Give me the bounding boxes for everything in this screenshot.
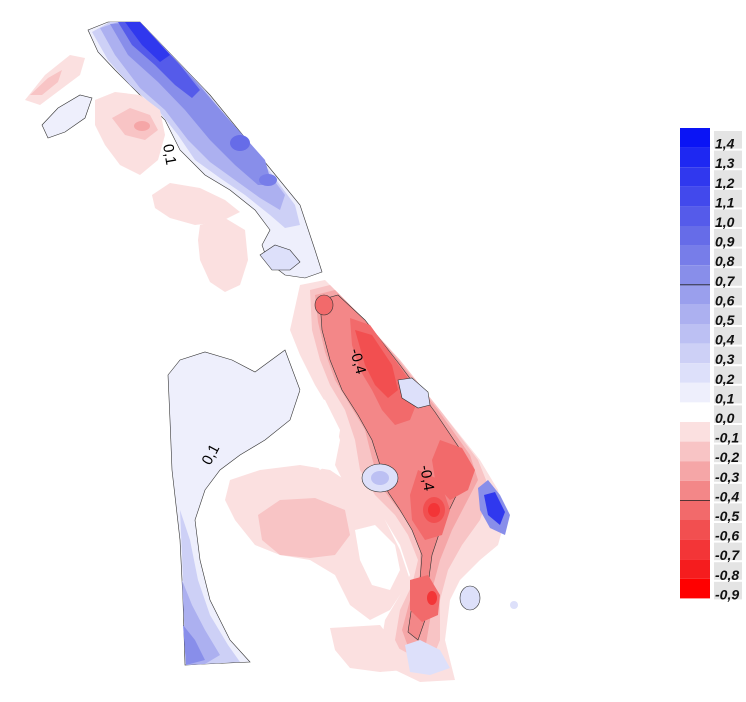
legend-swatch xyxy=(680,578,710,599)
legend-label-bg xyxy=(714,503,742,521)
blue-edge-band xyxy=(87,21,323,279)
legend-swatch xyxy=(680,304,710,324)
legend-label: -0,4 xyxy=(715,488,739,504)
legend-swatch xyxy=(680,206,710,226)
legend-label: 0,1 xyxy=(715,390,735,406)
legend-label-bg xyxy=(714,444,742,463)
legend-label-bg xyxy=(714,464,742,482)
legend-swatch xyxy=(680,559,710,579)
legend-label: -0,3 xyxy=(715,469,739,485)
legend-label-bg xyxy=(714,405,742,423)
legend-label: 1,3 xyxy=(715,155,735,171)
legend-swatch xyxy=(680,461,710,481)
legend-label: 0,9 xyxy=(715,234,735,250)
contour-label-1: 0,1 xyxy=(159,143,179,166)
legend-label-bg xyxy=(714,150,742,169)
legend-label: -0,5 xyxy=(715,508,739,524)
legend-label-bg xyxy=(714,170,742,188)
legend-label-bg xyxy=(714,562,742,580)
white-gaps xyxy=(300,390,400,590)
legend-label-bg xyxy=(714,425,742,443)
upper-left-features xyxy=(25,55,248,292)
legend-label: -0,9 xyxy=(715,586,739,602)
legend-swatch xyxy=(680,284,710,305)
legend-swatch xyxy=(680,245,710,266)
legend-swatch xyxy=(680,539,710,560)
legend-label-bg xyxy=(714,523,742,541)
legend-swatch xyxy=(680,422,710,442)
legend-label-bg xyxy=(714,268,742,286)
legend-label-bg xyxy=(714,287,742,306)
legend-label-bg xyxy=(714,346,742,365)
legend-label-bg xyxy=(714,248,742,267)
legend-swatch xyxy=(680,402,710,422)
legend-label: 1,1 xyxy=(715,194,735,210)
legend-label: 0,0 xyxy=(715,410,735,426)
legend-label-bg xyxy=(714,542,742,561)
legend-label: 0,4 xyxy=(715,332,735,348)
legend-swatch xyxy=(680,324,710,344)
legend-label-bg xyxy=(714,229,742,247)
legend-label: 0,8 xyxy=(715,253,735,269)
color-legend: 1,4 1,3 1,2 1,1 1,0 0,9 0,8 0,7 0,6 0,5 0,4 0,3 0,2 0… xyxy=(680,128,742,602)
legend-swatch xyxy=(680,382,710,403)
legend-label: 0,3 xyxy=(715,351,735,367)
legend-label: -0,1 xyxy=(715,430,739,446)
legend-label: 0,5 xyxy=(715,312,735,328)
legend-label-bg xyxy=(714,385,742,404)
legend-label: 0,6 xyxy=(715,292,735,308)
legend-label-bg xyxy=(714,581,742,600)
legend-swatch xyxy=(680,343,710,364)
legend-label-bg xyxy=(714,131,742,149)
legend-label: -0,8 xyxy=(715,567,739,583)
legend-label: 1,0 xyxy=(715,214,735,230)
legend-label-bg xyxy=(714,483,742,502)
legend-label-bg xyxy=(714,307,742,325)
left-blue-region xyxy=(167,349,301,666)
legend-swatch xyxy=(680,480,710,501)
legend-swatch xyxy=(680,128,710,148)
legend-swatch xyxy=(680,265,710,285)
legend-label-bg xyxy=(714,366,742,384)
legend-label-bg xyxy=(714,327,742,345)
legend-swatch xyxy=(680,167,710,187)
legend-swatch xyxy=(680,186,710,207)
legend-label-bg xyxy=(714,209,742,227)
legend-label: 0,7 xyxy=(715,273,736,289)
legend-swatch xyxy=(680,441,710,462)
blue-pockets xyxy=(361,377,518,675)
contour-label-2: -0,4 xyxy=(346,347,369,376)
legend-swatch xyxy=(680,226,710,246)
legend-label: 1,4 xyxy=(715,136,735,152)
legend-label-bg xyxy=(714,189,742,208)
legend-swatch xyxy=(680,363,710,383)
legend-swatch xyxy=(680,520,710,540)
legend-swatch xyxy=(680,147,710,168)
legend-label: -0,6 xyxy=(715,528,739,544)
legend-label: 1,2 xyxy=(715,175,735,191)
legend-swatch xyxy=(680,500,710,520)
legend-label: -0,2 xyxy=(715,449,739,465)
lower-pink-blob xyxy=(225,465,420,672)
contour-label-3: -0,4 xyxy=(416,464,437,492)
legend-label: -0,7 xyxy=(715,547,740,563)
legend-label: 0,2 xyxy=(715,371,735,387)
